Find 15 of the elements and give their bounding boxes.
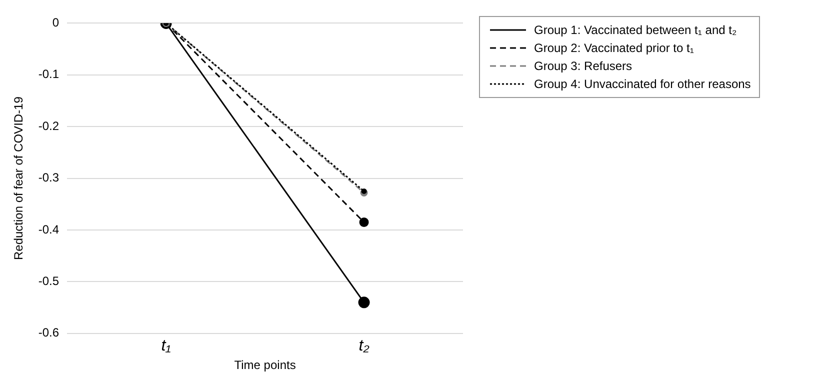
y-tick-label: -0.3 — [38, 170, 60, 185]
y-tick-label: -0.2 — [38, 118, 60, 133]
y-tick-label: -0.1 — [38, 67, 60, 82]
y-axis-title: Reduction of fear of COVID-19 — [12, 96, 26, 260]
x-axis-title: Time points — [234, 358, 296, 372]
x-tick-label: t₂ — [358, 337, 370, 354]
legend-label: Group 1: Vaccinated between t₁ and t₂ — [534, 23, 737, 37]
legend-label: Group 4: Unvaccinated for other reasons — [534, 77, 751, 91]
y-tick-label: 0 — [52, 16, 60, 30]
legend-label: Group 2: Vaccinated prior to t₁ — [534, 41, 694, 55]
y-tick-label: -0.5 — [38, 274, 60, 288]
y-tick-label: -0.6 — [38, 326, 60, 340]
legend-label: Group 3: Refusers — [534, 59, 632, 73]
y-tick-label: -0.4 — [38, 222, 60, 236]
x-tick-label: t₁ — [161, 337, 171, 354]
